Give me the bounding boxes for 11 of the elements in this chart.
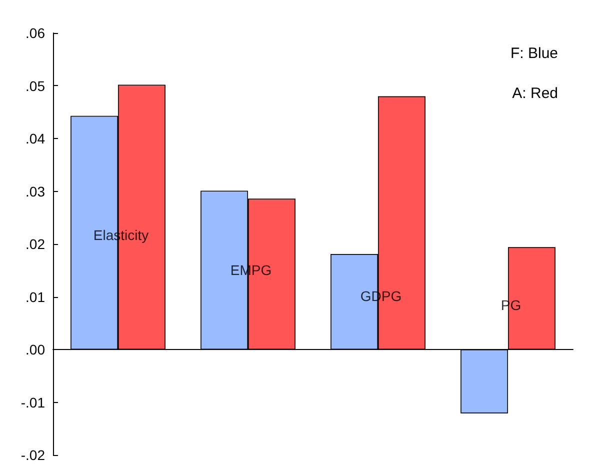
y-tick-label: -.01: [20, 394, 46, 410]
y-tick-label: .03: [26, 183, 46, 200]
y-tick-label: .06: [26, 25, 46, 41]
y-tick-label: .02: [26, 236, 46, 252]
y-tick-label: .01: [26, 288, 46, 305]
y-tick-label: .05: [26, 78, 46, 94]
y-tick-label: .04: [26, 130, 46, 146]
y-tick-label: -.02: [20, 447, 46, 463]
y-tick-label: .00: [26, 342, 46, 358]
annotation: A: Red: [512, 85, 558, 102]
annotation: F: Blue: [510, 45, 558, 62]
